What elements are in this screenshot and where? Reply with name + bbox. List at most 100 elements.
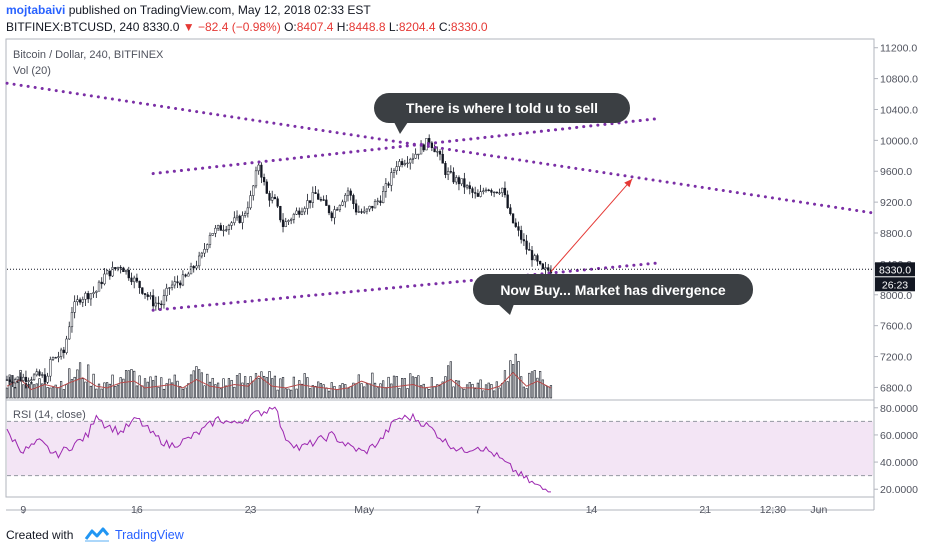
- candle-body: [225, 229, 228, 231]
- last-price: 8330.0: [142, 20, 180, 34]
- volume-bar: [390, 383, 393, 399]
- volume-bar: [322, 384, 325, 399]
- time-tick-label: 14: [586, 504, 598, 516]
- trendlines[interactable]: [5, 81, 875, 312]
- volume-bar: [308, 388, 312, 399]
- candle-body: [27, 380, 30, 382]
- trendline[interactable]: [151, 261, 658, 312]
- candle-body: [260, 164, 263, 178]
- candle-body: [403, 163, 406, 165]
- candle-body: [382, 191, 385, 203]
- volume-bar: [346, 387, 350, 399]
- candle-body: [411, 157, 415, 160]
- tradingview-brand[interactable]: TradingView: [115, 528, 184, 542]
- candle-body: [438, 151, 442, 155]
- price-tick-label: 7200.0: [880, 352, 912, 364]
- candle-body: [352, 195, 355, 204]
- volume-bar: [295, 388, 298, 399]
- candle-body: [252, 185, 255, 196]
- candle-body: [284, 221, 287, 227]
- rsi-legend: RSI (14, close): [13, 409, 86, 421]
- volume-bar: [430, 377, 433, 399]
- candle-body: [230, 222, 233, 226]
- volume-bar: [116, 384, 120, 399]
- candle-body: [417, 153, 420, 156]
- volume-bar: [222, 378, 225, 399]
- time-tick-label: 7: [475, 504, 481, 516]
- candle-body: [233, 217, 236, 224]
- candle-body: [317, 193, 320, 200]
- candle-body: [46, 375, 49, 383]
- candle-body: [384, 183, 388, 192]
- volume-bar: [76, 369, 79, 399]
- volume-bar: [522, 386, 525, 399]
- candle-body: [22, 376, 25, 381]
- candle-body: [536, 255, 539, 262]
- volume-bar: [327, 390, 331, 399]
- red-arrow[interactable]: [550, 178, 633, 272]
- candle-body: [325, 199, 328, 206]
- candle-body: [124, 269, 128, 273]
- candle-body: [108, 270, 111, 277]
- candle-body: [146, 294, 149, 297]
- volume-bar: [62, 389, 65, 399]
- candle-body: [398, 161, 401, 167]
- buy-callout[interactable]: Now Buy... Market has divergence: [473, 274, 753, 315]
- candle-body: [273, 196, 277, 200]
- close-value: 8330.0: [450, 20, 488, 34]
- candle-body: [509, 207, 512, 215]
- candle-body: [262, 177, 266, 183]
- candle-body: [62, 349, 65, 353]
- candle-body: [468, 185, 471, 189]
- price-tick-label: 8800.0: [880, 228, 912, 240]
- volume-bar: [60, 381, 63, 399]
- volume-bar: [119, 377, 122, 399]
- candle-body: [449, 171, 452, 173]
- volume-bar: [141, 385, 144, 399]
- candle-body: [65, 338, 68, 353]
- candle-body: [484, 189, 488, 192]
- candle-body: [444, 163, 447, 175]
- price-tick-label: 9200.0: [880, 197, 912, 209]
- candle-body: [387, 183, 390, 186]
- price-tick-label: 10800.0: [880, 74, 918, 86]
- volume-bar: [265, 377, 268, 399]
- volume-bar: [187, 383, 190, 399]
- volume-bar: [490, 384, 493, 399]
- author-link[interactable]: mojtabaivi: [6, 3, 66, 17]
- volume-bar: [233, 386, 236, 399]
- candle-body: [544, 267, 547, 270]
- volume-bar: [476, 382, 479, 399]
- volume-bar: [452, 386, 455, 399]
- candle-body: [84, 293, 87, 300]
- sell-callout[interactable]: There is where I told u to sell: [374, 93, 630, 134]
- time-tick-label: 12:30: [760, 504, 786, 516]
- volume-bar: [314, 385, 317, 399]
- volume-bar: [482, 390, 485, 399]
- volume-bar: [419, 385, 423, 399]
- price-chart[interactable]: 6800.07200.07600.08000.08400.08800.09200…: [0, 36, 932, 519]
- candle-body: [446, 171, 450, 175]
- volume-bar: [384, 387, 387, 399]
- candle-body: [327, 205, 331, 214]
- volume-bar: [409, 373, 412, 399]
- candle-body: [16, 376, 19, 380]
- candle-body: [373, 201, 377, 209]
- volume-bar: [495, 381, 498, 399]
- volume-bar: [170, 382, 174, 399]
- volume-bar: [525, 388, 528, 399]
- candle-body: [57, 356, 60, 359]
- trendline[interactable]: [151, 117, 658, 176]
- volume-bar: [184, 387, 187, 399]
- candle-body: [59, 349, 63, 357]
- candle-body: [197, 255, 201, 267]
- candle-body: [430, 142, 434, 149]
- candle-body: [227, 225, 231, 230]
- symbol-info: BITFINEX:BTCUSD, 240 8330.0 ▼ −82.4 (−0.…: [6, 20, 488, 34]
- volume-bar: [422, 383, 425, 399]
- candle-body: [490, 190, 493, 193]
- candle-body: [78, 299, 82, 303]
- candle-body: [281, 219, 285, 227]
- candle-body: [457, 177, 461, 185]
- candle-body: [514, 222, 517, 227]
